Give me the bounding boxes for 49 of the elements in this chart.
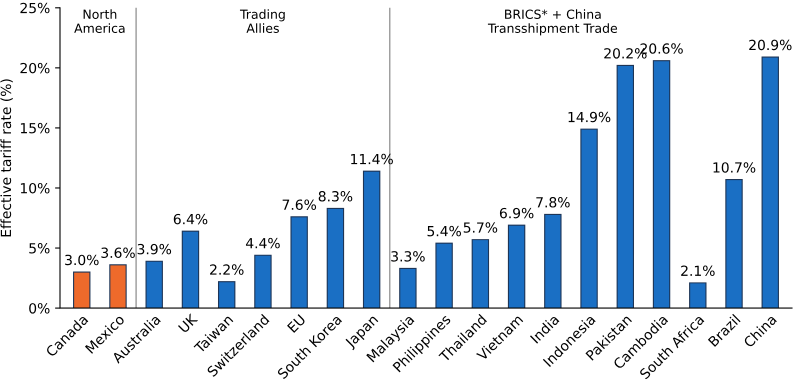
annotation: Trading Allies <box>240 9 285 33</box>
data-label: 20.9% <box>749 40 792 50</box>
y-tick-label: 5% <box>29 243 50 254</box>
bar <box>362 170 380 308</box>
data-label: 2.2% <box>210 264 244 275</box>
bar <box>472 239 490 308</box>
annotation: North America <box>74 9 125 33</box>
data-label: 3.6% <box>101 247 135 258</box>
data-label: 10.7% <box>713 162 756 173</box>
x-tick-label: EU <box>287 314 306 333</box>
y-tick-label: 0% <box>29 303 50 314</box>
bar <box>544 214 562 308</box>
bar <box>762 56 779 308</box>
y-tick-label: 25% <box>20 2 50 14</box>
y-tick-label: 15% <box>20 122 50 134</box>
data-label: 14.9% <box>568 112 610 122</box>
y-tick-label: 20% <box>20 62 50 74</box>
bar <box>580 128 598 308</box>
data-label: 6.4% <box>174 214 208 224</box>
bar <box>73 272 90 308</box>
data-label: 11.4% <box>351 154 393 164</box>
bar <box>689 282 706 308</box>
annotation: BRICS* + China Transshipment Trade <box>488 9 618 36</box>
data-label: 4.4% <box>246 238 280 248</box>
data-label: 3.3% <box>391 251 425 262</box>
bar <box>652 60 670 308</box>
data-label: 3.9% <box>138 244 172 254</box>
bar <box>435 242 453 308</box>
bar <box>109 264 127 308</box>
bar <box>616 64 634 308</box>
data-label: 8.3% <box>318 191 352 202</box>
bar <box>218 281 236 308</box>
data-label: 2.1% <box>681 266 715 276</box>
bar <box>326 208 344 308</box>
bar <box>399 268 417 308</box>
data-label: 5.7% <box>464 222 498 233</box>
y-axis-title: Effective tariff rate (%) <box>0 79 13 236</box>
bar <box>725 179 743 308</box>
bar <box>254 254 272 308</box>
data-label: 3.0% <box>65 254 99 266</box>
y-tick-label: 10% <box>20 182 50 194</box>
data-label: 7.6% <box>282 199 316 210</box>
bar <box>182 230 200 308</box>
data-label: 7.8% <box>536 197 570 208</box>
data-label: 6.9% <box>500 208 534 218</box>
bar <box>508 224 526 308</box>
bar <box>290 216 308 308</box>
data-label: 5.4% <box>428 226 461 236</box>
bar <box>146 260 163 308</box>
